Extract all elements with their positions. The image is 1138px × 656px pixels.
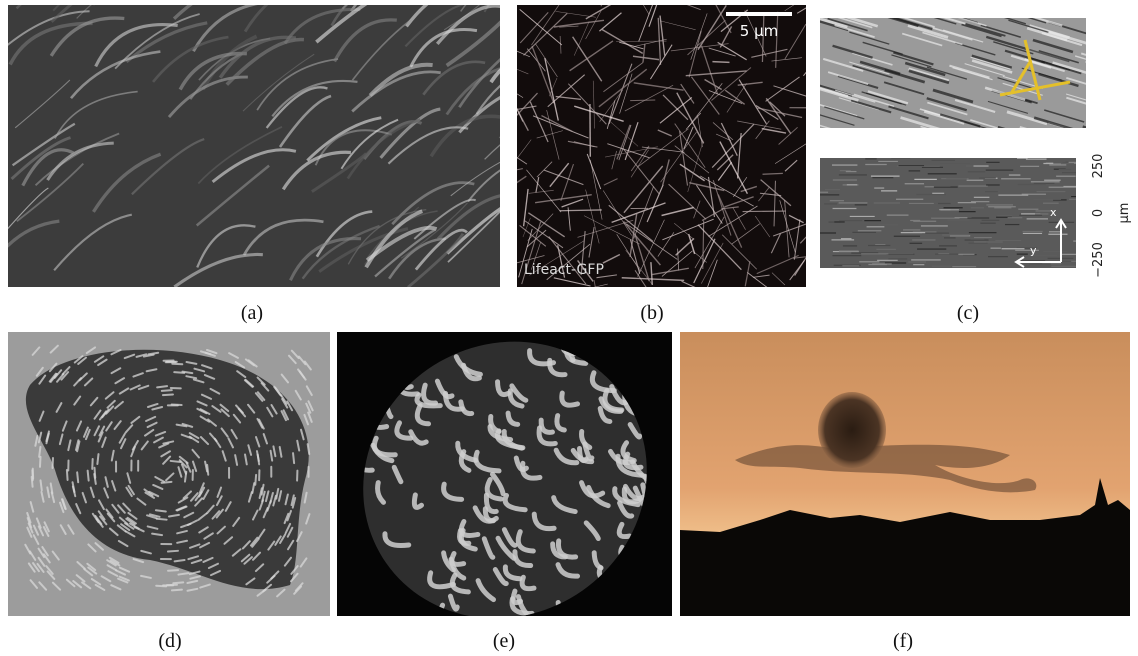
texture <box>293 453 294 463</box>
texture <box>174 372 184 373</box>
texture <box>41 480 42 490</box>
texture <box>1089 134 1129 146</box>
texture <box>156 510 166 511</box>
texture <box>171 461 181 462</box>
caption: Lifeact-GFP <box>524 262 604 278</box>
panel-label: (e) <box>493 630 515 652</box>
texture <box>172 590 182 591</box>
texture <box>1020 127 1060 139</box>
panel-label: (a) <box>241 302 263 324</box>
texture <box>168 570 178 571</box>
texture <box>1083 127 1123 139</box>
texture <box>163 394 173 395</box>
texture <box>842 139 882 151</box>
texture <box>1073 139 1113 151</box>
arrow-label: x <box>1050 206 1057 219</box>
texture <box>67 470 68 480</box>
texture <box>91 0 154 4</box>
texture <box>93 0 149 5</box>
texture <box>1088 37 1128 49</box>
scale-bar-label: 5 μm <box>740 22 778 40</box>
texture <box>95 468 96 478</box>
panel-label: (d) <box>158 630 181 652</box>
texture <box>162 390 172 391</box>
texture <box>1082 135 1122 147</box>
texture <box>1089 72 1129 84</box>
texture <box>896 135 936 147</box>
texture <box>712 62 729 63</box>
axis-tick-label: 0 <box>1091 209 1106 217</box>
panel-f-image <box>680 332 1130 616</box>
texture <box>172 364 182 365</box>
scale-bar <box>726 12 792 16</box>
texture <box>962 133 1002 145</box>
texture <box>175 560 185 561</box>
panel-a-image <box>0 0 580 287</box>
texture <box>157 386 167 387</box>
texture <box>1097 83 1137 95</box>
arrow-label: y <box>1030 244 1037 257</box>
texture <box>881 133 921 145</box>
texture <box>168 551 178 552</box>
texture <box>97 454 98 464</box>
texture <box>1081 137 1121 149</box>
texture <box>1090 21 1130 33</box>
texture <box>936 136 976 148</box>
texture <box>173 582 183 583</box>
texture <box>630 100 655 101</box>
texture <box>77 472 78 482</box>
texture <box>156 586 166 587</box>
texture <box>157 519 167 520</box>
texture <box>1081 53 1121 65</box>
texture <box>1086 62 1126 74</box>
panel-c-top-image <box>801 10 1137 151</box>
panel-label: (c) <box>957 302 979 324</box>
panel-d-image <box>8 332 330 616</box>
texture <box>40 457 41 467</box>
texture <box>88 471 89 481</box>
panel-label: (f) <box>893 630 913 652</box>
texture <box>1086 17 1126 29</box>
texture <box>943 130 983 142</box>
texture <box>920 127 960 139</box>
axis-tick-label: −250 <box>1091 242 1106 278</box>
texture <box>898 133 938 145</box>
texture <box>886 132 926 144</box>
axis-unit: μm <box>1117 203 1132 224</box>
texture <box>39 447 40 457</box>
texture <box>1026 136 1066 148</box>
texture <box>247 0 325 5</box>
texture <box>560 210 602 211</box>
panel-label: (b) <box>640 302 663 324</box>
texture <box>1038 137 1078 149</box>
axis-tick-label: 250 <box>1091 154 1106 179</box>
texture <box>805 131 845 143</box>
texture <box>1093 40 1133 52</box>
figure: (a) 5 μm Lifeact-GFP (b) x y 250 0 −250 … <box>0 0 1138 656</box>
texture <box>255 475 256 485</box>
texture <box>983 138 1023 150</box>
texture <box>998 127 1038 139</box>
texture <box>907 132 947 144</box>
texture <box>1093 33 1133 45</box>
